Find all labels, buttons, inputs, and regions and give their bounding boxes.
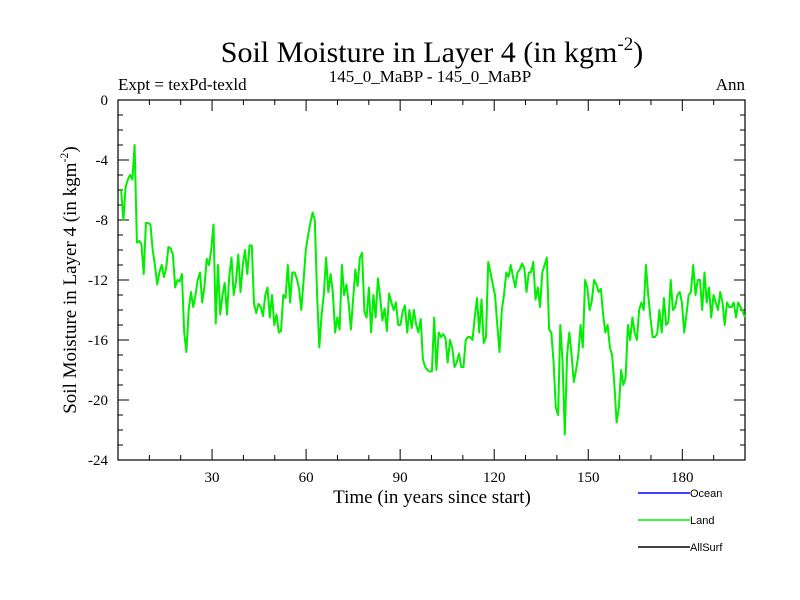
- series-line-land: [120, 144, 746, 436]
- legend-label-allsurf: AllSurf: [690, 542, 723, 554]
- plot-frame: [117, 99, 746, 461]
- y-tick-label: -20: [88, 393, 108, 409]
- y-tick-label: -16: [88, 333, 108, 349]
- chart-title-superscript: -2: [617, 34, 633, 55]
- y-axis-label-superscript: -2: [57, 153, 71, 163]
- y-axis: 0 -4 -8 -12 -16 -20 -24: [88, 93, 745, 469]
- y-axis-label-main: Soil Moisture in Layer 4 (in kgm: [60, 162, 81, 413]
- x-tick-label: 60: [299, 470, 314, 486]
- y-tick-label: -8: [96, 213, 109, 229]
- x-tick-label: 180: [671, 470, 694, 486]
- chart-title-main: Soil Moisture in Layer 4 (in kgm: [221, 36, 618, 69]
- y-axis-label: Soil Moisture in Layer 4 (in kgm-2): [57, 146, 81, 414]
- subtitle-center: 145_0_MaBP - 145_0_MaBP: [329, 67, 531, 86]
- y-tick-label: -24: [88, 453, 108, 469]
- legend-label-land: Land: [690, 515, 714, 527]
- y-tick-label: -4: [96, 153, 109, 169]
- subtitle-left: Expt = texPd-texld: [118, 75, 247, 94]
- plot-area: 0 -4 -8 -12 -16 -20 -24 30 60 90 120 150 180: [88, 93, 746, 486]
- x-tick-label: 120: [483, 470, 506, 486]
- y-axis-label-close: ): [60, 146, 81, 152]
- x-tick-label: 90: [393, 470, 408, 486]
- legend: Ocean Land AllSurf: [638, 488, 723, 554]
- chart-title-close: ): [633, 36, 643, 69]
- x-tick-label: 150: [577, 470, 600, 486]
- legend-label-ocean: Ocean: [690, 488, 722, 500]
- subtitle-right: Ann: [716, 75, 746, 94]
- series-group: [120, 144, 746, 436]
- x-tick-label: 30: [205, 470, 220, 486]
- x-axis: 30 60 90 120 150 180: [148, 100, 715, 486]
- y-tick-label: -12: [88, 273, 108, 289]
- chart-title: Soil Moisture in Layer 4 (in kgm-2): [221, 34, 643, 69]
- x-axis-label: Time (in years since start): [333, 487, 531, 508]
- y-tick-label: 0: [101, 93, 109, 109]
